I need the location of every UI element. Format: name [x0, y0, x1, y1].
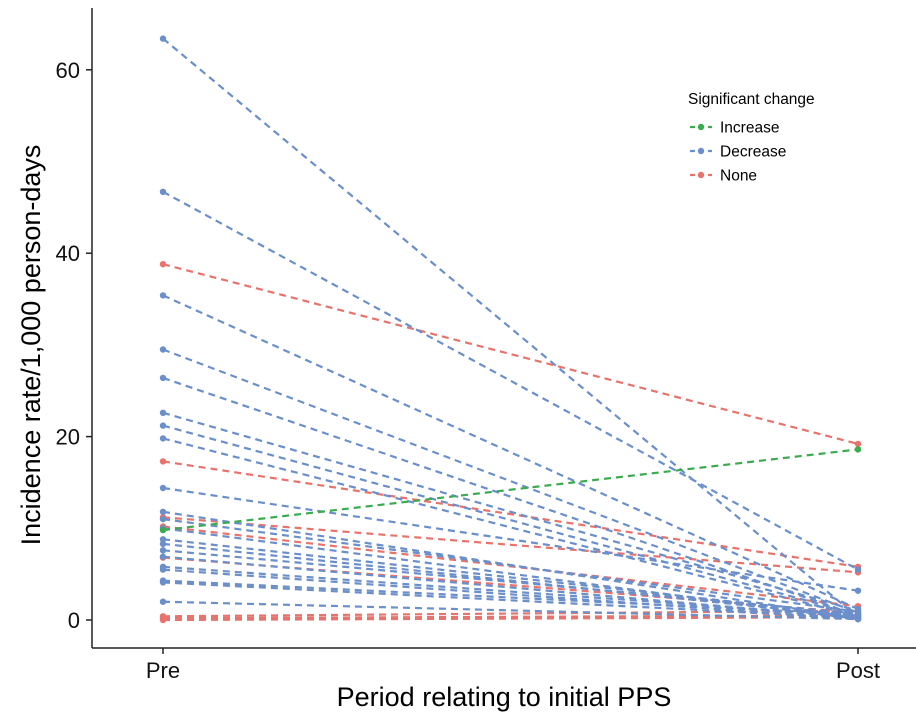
series-line-decrease-17 — [162, 486, 859, 592]
y-axis-ticks: 0 20 40 60 — [56, 58, 92, 633]
data-point-decrease-23-pre — [159, 547, 167, 554]
y-tick-label-0: 0 — [68, 608, 80, 633]
series-line-none-2 — [162, 460, 859, 568]
data-point-decrease-29-pre — [159, 598, 167, 605]
series-line-none-8 — [162, 616, 859, 622]
data-point-decrease-17-pre — [159, 484, 167, 492]
legend-label-none: None — [720, 168, 757, 185]
series-points — [159, 35, 862, 624]
data-point-decrease-21-pre — [159, 536, 167, 543]
series-line-decrease-26 — [162, 568, 859, 621]
data-point-none-8-pre — [159, 616, 167, 624]
y-tick-label-40: 40 — [56, 241, 80, 266]
y-tick-label-60: 60 — [56, 58, 80, 83]
y-tick-label-20: 20 — [56, 425, 80, 450]
x-axis-title: Period relating to initial PPS — [337, 682, 672, 712]
legend-entry-decrease: Decrease — [690, 144, 786, 161]
legend-title: Significant change — [688, 91, 815, 108]
series-line-decrease-29 — [162, 600, 859, 621]
data-point-decrease-10-pre — [159, 188, 167, 195]
x-tick-label-post: Post — [836, 658, 880, 683]
data-point-none-2-pre — [159, 458, 167, 465]
x-axis-ticks: Pre Post — [146, 648, 880, 683]
legend: Significant change Increase Decrease None — [688, 91, 815, 185]
series-line-decrease-13 — [162, 376, 859, 617]
data-point-none-1-post — [854, 440, 862, 448]
data-point-decrease-16-pre — [159, 435, 167, 442]
legend-key-point — [697, 171, 705, 179]
data-point-decrease-17-post — [854, 587, 862, 594]
legend-key-point — [697, 147, 705, 155]
series-line-decrease-23 — [162, 549, 859, 615]
data-point-increase-0-post — [854, 446, 862, 453]
series-line-decrease-19 — [162, 518, 859, 613]
series-line-decrease-15 — [162, 424, 859, 616]
data-point-increase-0-pre — [159, 526, 167, 534]
y-axis-title: Incidence rate/1,000 person-days — [16, 145, 46, 546]
legend-entries: Increase Decrease None — [690, 120, 786, 185]
data-point-decrease-11-pre — [159, 292, 167, 299]
series-line-decrease-27 — [162, 579, 859, 616]
legend-entry-none: None — [690, 168, 757, 185]
data-point-decrease-12-pre — [159, 346, 167, 353]
data-point-decrease-18-pre — [159, 508, 167, 515]
legend-key-point — [697, 123, 705, 131]
legend-entry-increase: Increase — [690, 120, 779, 137]
series-line-none-1 — [162, 263, 859, 445]
series-lines — [162, 37, 859, 622]
data-point-decrease-29-post — [854, 615, 862, 623]
series-line-decrease-28 — [162, 581, 859, 620]
series-line-increase-0 — [162, 448, 859, 532]
legend-label-decrease: Decrease — [720, 144, 786, 161]
data-point-decrease-24-pre — [159, 553, 167, 560]
series-line-none-3 — [162, 516, 859, 574]
series-line-decrease-12 — [162, 348, 859, 614]
data-point-decrease-15-pre — [159, 422, 167, 429]
data-point-none-1-pre — [159, 261, 167, 268]
series-line-decrease-16 — [162, 437, 859, 618]
series-line-decrease-22 — [162, 542, 859, 619]
data-point-decrease-26-pre — [159, 566, 167, 573]
data-point-decrease-14-pre — [159, 409, 167, 416]
data-point-decrease-22-pre — [159, 540, 167, 548]
series-line-decrease-11 — [162, 294, 859, 611]
legend-label-increase: Increase — [720, 120, 779, 137]
x-tick-label-pre: Pre — [146, 658, 180, 683]
data-point-decrease-9-pre — [159, 35, 167, 42]
series-line-decrease-9 — [162, 37, 859, 619]
data-point-decrease-13-pre — [159, 374, 167, 382]
series-line-decrease-14 — [162, 411, 859, 612]
series-line-decrease-20 — [162, 527, 859, 621]
data-point-decrease-28-pre — [159, 579, 167, 586]
data-point-decrease-10-post — [854, 566, 862, 573]
data-point-decrease-19-pre — [159, 515, 167, 523]
